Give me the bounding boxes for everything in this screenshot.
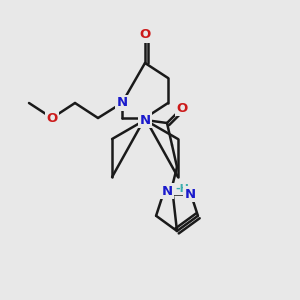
Text: N: N: [184, 188, 196, 201]
Text: -H: -H: [175, 184, 189, 194]
Text: N: N: [140, 113, 151, 127]
Text: O: O: [46, 112, 58, 124]
Text: O: O: [140, 28, 151, 41]
Text: N: N: [161, 185, 172, 198]
Text: N: N: [116, 97, 128, 110]
Text: O: O: [176, 101, 188, 115]
